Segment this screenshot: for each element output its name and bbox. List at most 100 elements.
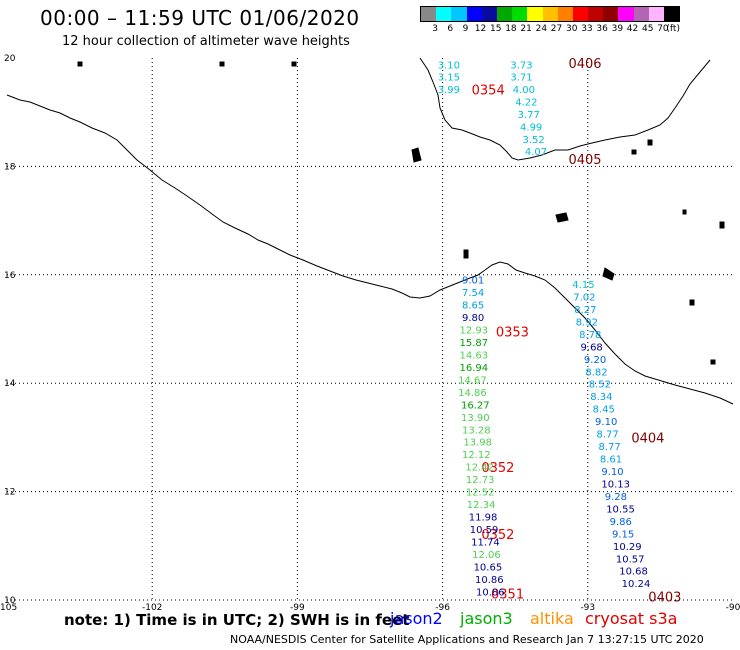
pass-time-label: 0353 <box>496 326 529 341</box>
wave-height-value: 7.54 <box>462 288 484 299</box>
wave-height-value: 10.86 <box>476 587 505 598</box>
wave-height-value: 15.87 <box>460 338 489 349</box>
legend-altika: altika <box>530 609 574 628</box>
wave-height-value: 12.34 <box>467 500 496 511</box>
lon-label: -99 <box>290 603 305 613</box>
wave-height-value: 3.10 <box>438 61 460 72</box>
small-islands <box>77 61 725 365</box>
color-scale-swatch <box>588 7 604 21</box>
wave-height-value: 12.06 <box>472 550 501 561</box>
lat-label: 12 <box>4 488 15 498</box>
wave-height-value: 8.61 <box>600 455 622 466</box>
wave-height-value: 8.92 <box>576 317 598 328</box>
wave-height-value: 10.13 <box>601 479 630 490</box>
wave-height-value: 3.73 <box>510 61 532 72</box>
lat-label: 14 <box>4 379 16 389</box>
wave-height-value: 3.99 <box>438 85 460 96</box>
footer-note: note: 1) Time is in UTC; 2) SWH is in fe… <box>64 611 410 629</box>
wave-height-value: 16.27 <box>461 400 490 411</box>
color-scale-label: 24 <box>535 24 548 34</box>
color-scale-label: 33 <box>581 24 593 34</box>
color-scale-swatch <box>603 7 619 21</box>
wave-height-value: 14.86 <box>458 388 487 399</box>
lon-label: -102 <box>142 603 162 613</box>
wave-height-value: 8.78 <box>579 330 601 341</box>
wave-height-value: 9.01 <box>462 276 484 287</box>
color-scale-swatch <box>633 7 649 21</box>
wave-height-value: 3.71 <box>510 72 532 83</box>
color-scale-label: 70 <box>657 24 669 34</box>
wave-height-value: 11.98 <box>469 513 498 524</box>
color-scale-swatch <box>421 7 437 21</box>
wave-height-value: 8.77 <box>598 442 620 453</box>
wave-height-value: 12.52 <box>466 488 495 499</box>
coastline <box>6 57 734 405</box>
color-scale-label: 27 <box>550 24 563 34</box>
wave-height-value: 4.15 <box>572 280 594 291</box>
wave-height-value: 3.52 <box>522 135 544 146</box>
wave-height-value: 9.28 <box>605 492 627 503</box>
wave-height-value: 8.82 <box>585 367 607 378</box>
color-scale-swatch <box>527 7 543 21</box>
legend-jason2: jason2 <box>390 609 443 628</box>
lat-label: 16 <box>4 271 16 281</box>
wave-height-value: 10.86 <box>475 575 504 586</box>
longitude-labels: -105 -102 -99 -96 -93 -90 <box>0 603 740 613</box>
color-scale-swatch <box>496 7 513 21</box>
lat-label: 10 <box>4 596 16 606</box>
pass-time-label: 0351 <box>491 587 524 602</box>
color-scale-swatch <box>481 7 497 21</box>
page-subtitle: 12 hour collection of altimeter wave hei… <box>62 34 350 49</box>
wave-height-value: 13.90 <box>461 413 490 424</box>
color-scale-swatch <box>664 7 680 21</box>
latitude-labels: 20 18 16 14 12 10 <box>4 54 16 606</box>
legend-jason3: jason3 <box>460 609 513 628</box>
gulf-coastline <box>419 57 711 161</box>
color-scale-label: 42 <box>626 24 639 34</box>
pass-time-label: 0406 <box>568 57 601 72</box>
wave-height-value: 10.55 <box>606 504 635 515</box>
lon-label: -93 <box>580 603 595 613</box>
wave-height-value: 11.74 <box>471 537 500 548</box>
wave-height-value: 12.93 <box>460 326 489 337</box>
wave-height-value: 10.65 <box>474 562 503 573</box>
wave-height-value: 12.73 <box>466 475 495 486</box>
color-scale-swatch <box>451 7 467 21</box>
wave-height-value: 14.63 <box>460 350 489 361</box>
pacific-coastline <box>6 94 734 405</box>
wave-height-value: 8.65 <box>462 301 484 312</box>
wave-height-value: 8.27 <box>574 305 596 316</box>
color-scale-labels: 3 6 9 12 15 18 21 24 27 30 33 36 39 42 45 70 (ft) <box>420 24 680 36</box>
color-scale-label: (ft) <box>666 24 680 34</box>
lat-label: 20 <box>4 54 16 64</box>
wave-height-value: 4.07 <box>525 147 547 158</box>
wave-height-value: 9.68 <box>581 342 603 353</box>
color-scale-swatch <box>618 7 634 21</box>
color-scale-label: 36 <box>596 24 608 34</box>
color-scale-label: 30 <box>566 24 578 34</box>
wave-height-value: 9.10 <box>595 417 617 428</box>
color-scale-label: 39 <box>611 24 624 34</box>
wave-height-value: 4.00 <box>513 85 535 96</box>
pass-time-label: 0403 <box>648 591 681 606</box>
pass-time-label: 0404 <box>631 431 664 446</box>
color-scale-label: 15 <box>490 24 502 34</box>
wave-height-value: 16.94 <box>460 363 489 374</box>
color-scale-swatch <box>648 7 664 21</box>
color-scale-label: 12 <box>474 24 487 34</box>
wave-height-value: 13.28 <box>462 425 491 436</box>
lon-label: -96 <box>435 603 450 613</box>
wave-height-value: 7.02 <box>573 292 595 303</box>
wave-height-value: 3.77 <box>518 110 540 121</box>
wave-height-value: 8.34 <box>590 392 612 403</box>
color-scale-swatch <box>572 7 589 21</box>
wave-height-value: 12.42 <box>465 463 494 474</box>
pass-time-label: 0352 <box>481 461 514 476</box>
lon-label: -90 <box>726 603 740 613</box>
color-scale-swatch <box>466 7 482 21</box>
wave-height-value: 9.20 <box>584 355 606 366</box>
pass-time-labels: 0406 0354 0405 0353 0404 0352 0352 0351 0403 <box>472 57 682 606</box>
wave-height-value: 12.12 <box>462 450 491 461</box>
color-scale-swatch <box>542 7 558 21</box>
credit-line: NOAA/NESDIS Center for Satellite Applica… <box>230 633 704 646</box>
